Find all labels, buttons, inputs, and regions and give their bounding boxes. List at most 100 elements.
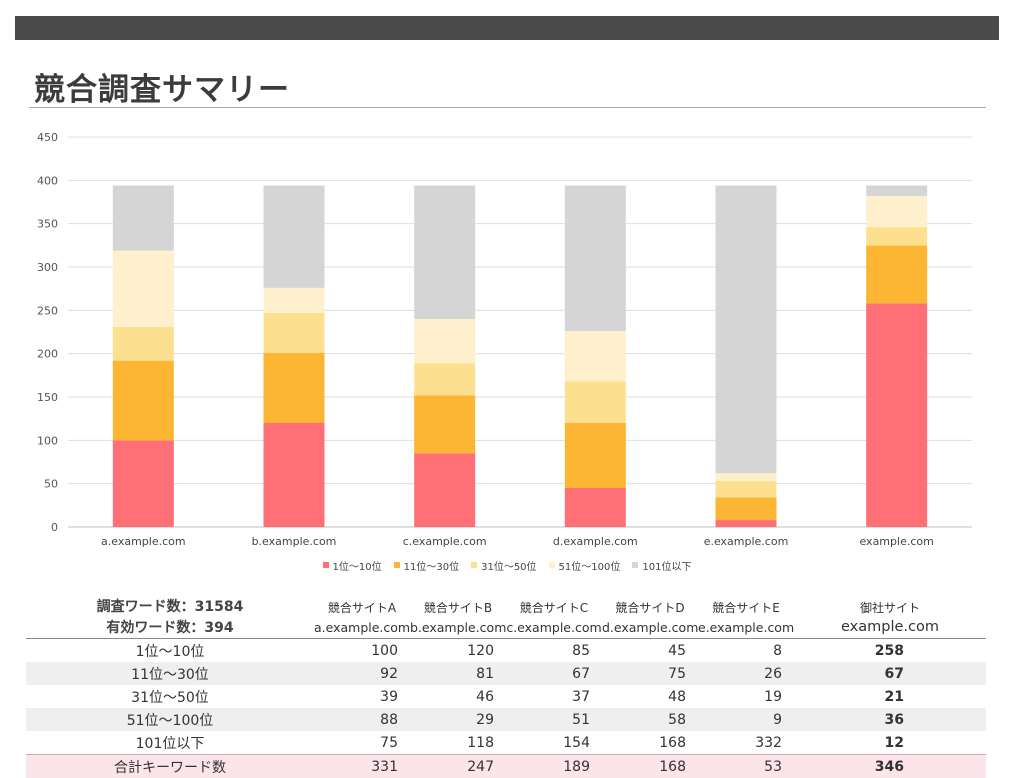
cell-value: 100 xyxy=(314,639,410,663)
bar-segment xyxy=(264,313,325,353)
col-domain-d: d.example.com xyxy=(602,616,698,639)
cell-value: 75 xyxy=(314,731,410,755)
bar-segment xyxy=(866,227,927,245)
bar-segment xyxy=(264,353,325,423)
table-row: 31位～50位 39 46 37 48 19 21 xyxy=(26,685,986,708)
bar-segment xyxy=(866,196,927,227)
table-row: 11位～30位 92 81 67 75 26 67 xyxy=(26,662,986,685)
legend-entry: 101位以下 xyxy=(632,558,691,573)
bar-segment xyxy=(113,251,174,327)
legend-label: 1位～10位 xyxy=(333,558,382,573)
y-tick-label: 200 xyxy=(37,348,58,361)
legend-swatch xyxy=(323,562,329,568)
cell-value: 118 xyxy=(410,731,506,755)
cell-value: 88 xyxy=(314,708,410,731)
x-tick-label: d.example.com xyxy=(553,535,638,548)
total-label: 合計キーワード数 xyxy=(26,755,314,778)
cell-value: 45 xyxy=(602,639,698,663)
y-tick-label: 250 xyxy=(37,304,58,317)
bar-segment xyxy=(264,288,325,313)
bar-segment xyxy=(113,361,174,441)
cell-value: 39 xyxy=(314,685,410,708)
cell-value: 51 xyxy=(506,708,602,731)
col-domain-c: c.example.com xyxy=(506,616,602,639)
cell-value: 85 xyxy=(506,639,602,663)
bar-segment xyxy=(264,186,325,288)
cell-value: 19 xyxy=(698,685,794,708)
table-total-row: 合計キーワード数 331 247 189 168 53 346 xyxy=(26,755,986,778)
col-name-own: 御社サイト xyxy=(794,592,986,616)
cell-value-own: 67 xyxy=(794,662,986,685)
x-tick-label: a.example.com xyxy=(101,535,186,548)
bar-segment xyxy=(716,520,777,527)
summary-table: 調査ワード数：31584 競合サイトA 競合サイトB 競合サイトC 競合サイトD… xyxy=(26,592,986,778)
bar-segment xyxy=(716,498,777,521)
cell-value-own: 12 xyxy=(794,731,986,755)
cell-value: 8 xyxy=(698,639,794,663)
bar-segment xyxy=(565,331,626,381)
table-header-domains: 有効ワード数：394 a.example.com b.example.com c… xyxy=(26,616,986,639)
col-name-d: 競合サイトD xyxy=(602,592,698,616)
cell-value: 120 xyxy=(410,639,506,663)
legend-label: 31位～50位 xyxy=(481,558,536,573)
bar-segment xyxy=(565,488,626,527)
cell-value: 46 xyxy=(410,685,506,708)
legend-swatch xyxy=(549,562,555,568)
bar-segment xyxy=(113,440,174,527)
survey-word-count: 調査ワード数：31584 xyxy=(26,592,314,616)
legend-label: 101位以下 xyxy=(642,558,691,573)
y-tick-label: 150 xyxy=(37,391,58,404)
bar-segment xyxy=(716,481,777,497)
bar-segment xyxy=(113,186,174,251)
col-domain-b: b.example.com xyxy=(410,616,506,639)
bar-segment xyxy=(414,363,475,395)
table-row: 51位～100位 88 29 51 58 9 36 xyxy=(26,708,986,731)
row-label: 31位～50位 xyxy=(26,685,314,708)
total-value-own: 346 xyxy=(794,755,986,778)
legend-entry: 31位～50位 xyxy=(471,558,536,573)
bar-segment xyxy=(716,186,777,474)
cell-value: 154 xyxy=(506,731,602,755)
table-row: 101位以下 75 118 154 168 332 12 xyxy=(26,731,986,755)
bar-segment xyxy=(866,245,927,303)
total-value: 331 xyxy=(314,755,410,778)
x-tick-label: c.example.com xyxy=(403,535,487,548)
col-name-b: 競合サイトB xyxy=(410,592,506,616)
stacked-bar-chart: 050100150200250300350400450a.example.com… xyxy=(0,120,1014,552)
table-row: 1位～10位 100 120 85 45 8 258 xyxy=(26,639,986,663)
bar-segment xyxy=(414,453,475,527)
total-value: 168 xyxy=(602,755,698,778)
cell-value: 48 xyxy=(602,685,698,708)
y-tick-label: 0 xyxy=(51,521,58,534)
bar-segment xyxy=(866,186,927,196)
legend-swatch xyxy=(471,562,477,568)
bar-segment xyxy=(866,303,927,527)
col-name-a: 競合サイトA xyxy=(314,592,410,616)
cell-value: 81 xyxy=(410,662,506,685)
legend-entry: 1位～10位 xyxy=(323,558,382,573)
col-domain-e: e.example.com xyxy=(698,616,794,639)
cell-value-own: 21 xyxy=(794,685,986,708)
col-name-e: 競合サイトE xyxy=(698,592,794,616)
cell-value: 9 xyxy=(698,708,794,731)
bar-segment xyxy=(264,423,325,527)
legend-swatch xyxy=(632,562,638,568)
cell-value: 58 xyxy=(602,708,698,731)
bar-segment xyxy=(414,186,475,319)
x-tick-label: example.com xyxy=(859,535,933,548)
cell-value: 168 xyxy=(602,731,698,755)
cell-value-own: 258 xyxy=(794,639,986,663)
y-tick-label: 300 xyxy=(37,261,58,274)
page-title: 競合調査サマリー xyxy=(34,64,290,109)
legend-label: 51位～100位 xyxy=(559,558,621,573)
total-value: 247 xyxy=(410,755,506,778)
y-tick-label: 400 xyxy=(37,174,58,187)
legend-swatch xyxy=(394,562,400,568)
cell-value: 75 xyxy=(602,662,698,685)
x-tick-label: e.example.com xyxy=(704,535,789,548)
bar-segment xyxy=(414,319,475,363)
col-name-c: 競合サイトC xyxy=(506,592,602,616)
y-tick-label: 100 xyxy=(37,434,58,447)
y-tick-label: 350 xyxy=(37,218,58,231)
